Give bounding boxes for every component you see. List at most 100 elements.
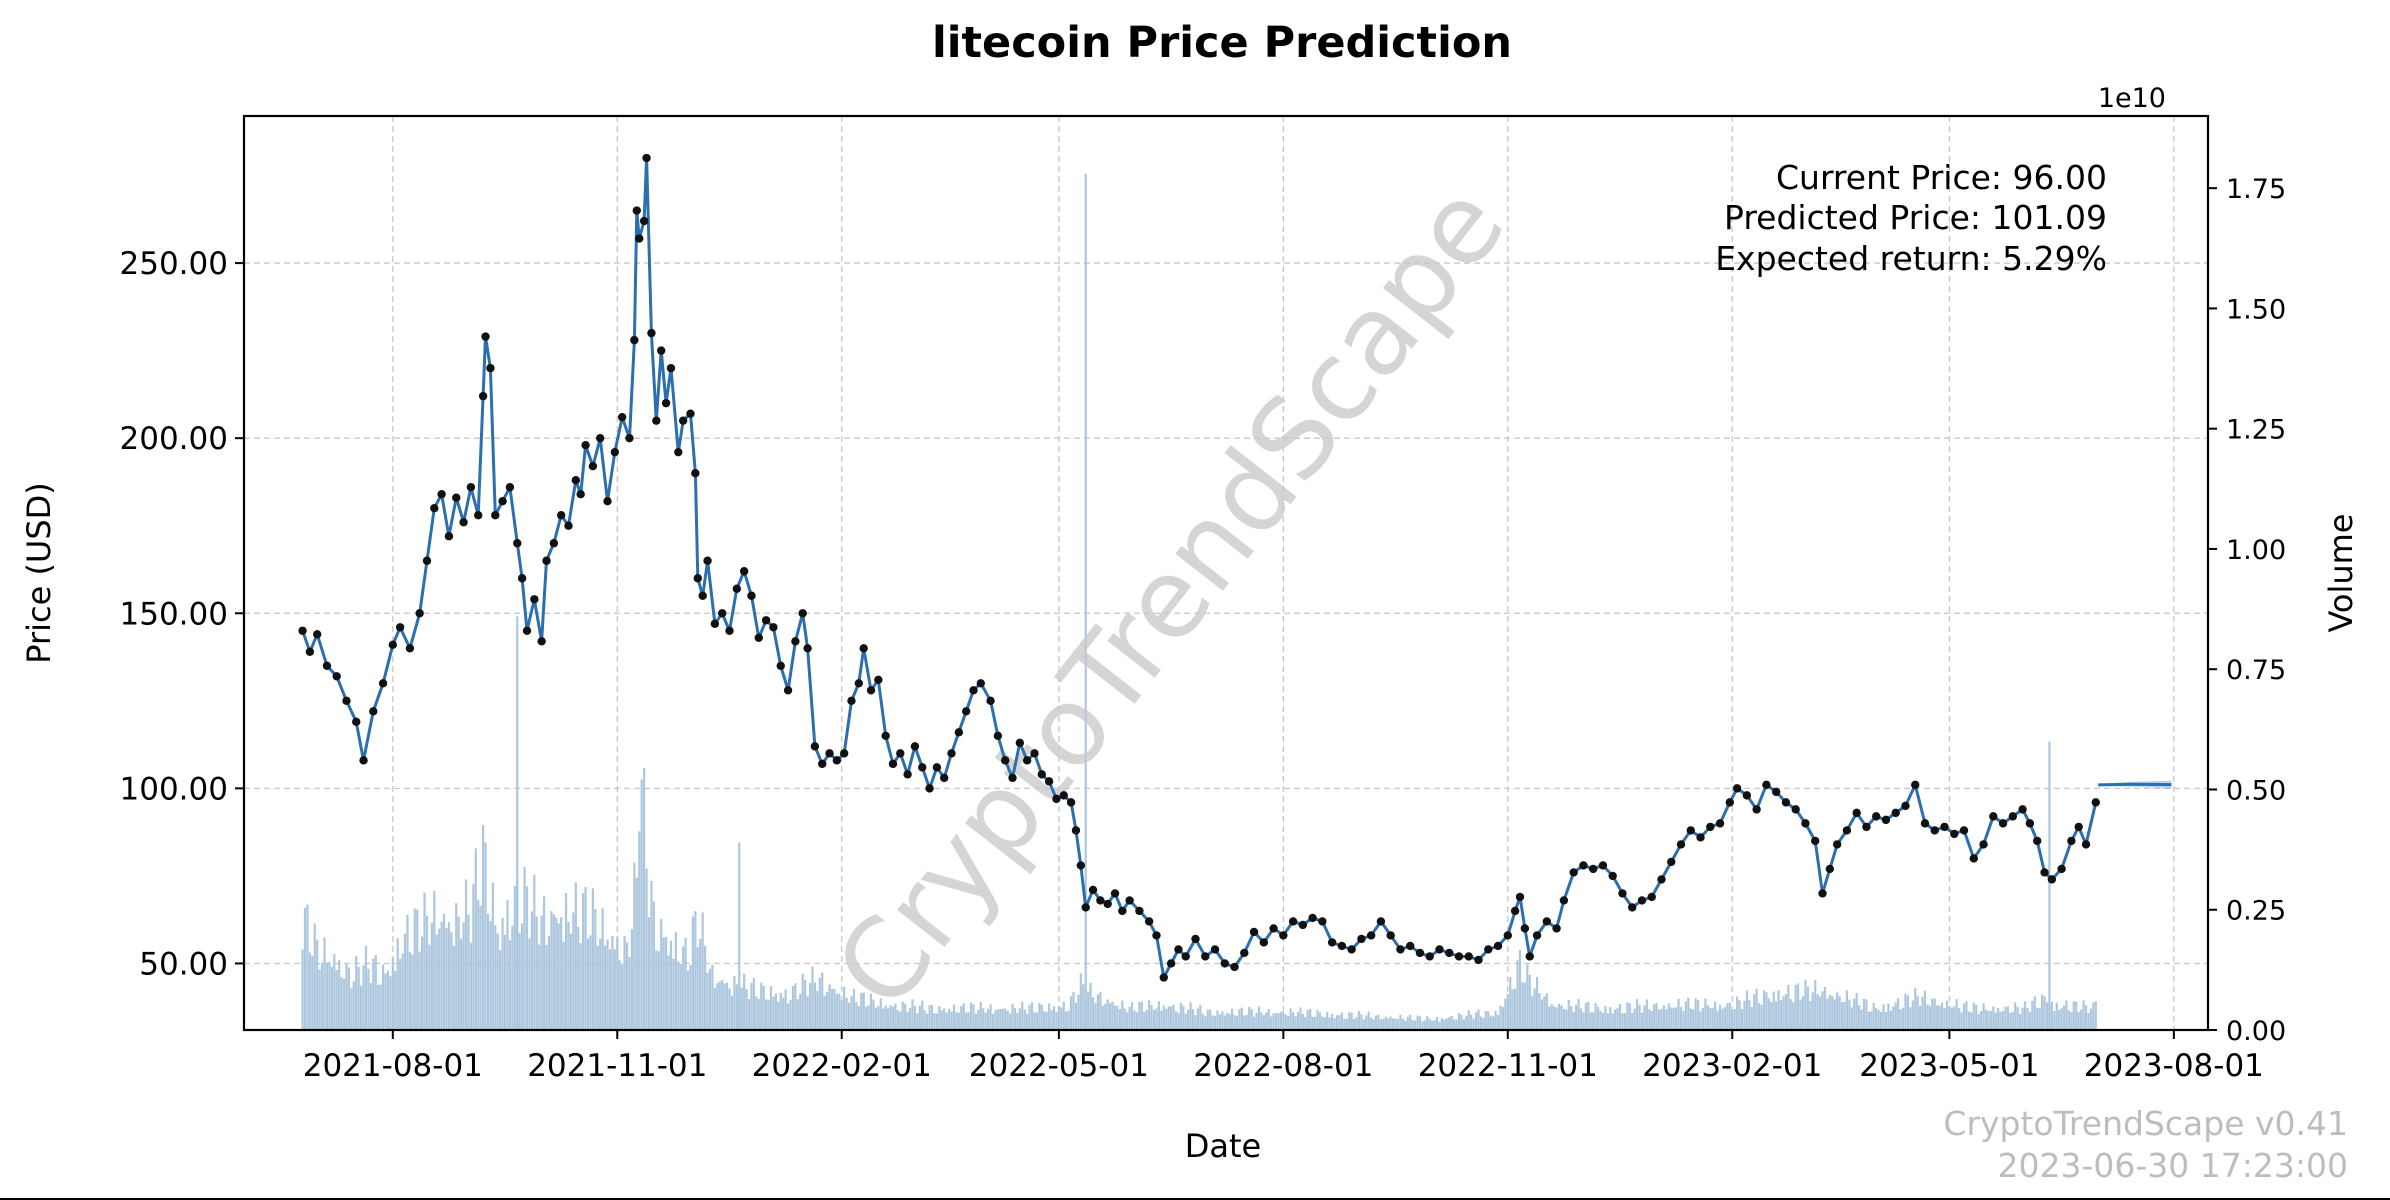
price-point [513, 539, 522, 548]
price-point [2057, 864, 2066, 874]
price-point [1376, 917, 1386, 926]
price-point [1618, 889, 1627, 898]
price-point [437, 490, 446, 499]
volume-bar [1318, 1012, 1322, 1030]
volume-bar [1379, 1019, 1383, 1030]
volume-bar [1797, 983, 1800, 1030]
volume-bar [1201, 1013, 1204, 1030]
volume-bar [552, 914, 555, 1030]
volume-bar [1923, 990, 1927, 1030]
volume-bar [747, 999, 751, 1030]
price-point [312, 630, 322, 639]
price-point [1791, 805, 1800, 814]
price-point [1037, 770, 1046, 779]
volume-bar [2019, 1013, 2022, 1030]
price-point [1532, 931, 1542, 940]
volume-bar [708, 968, 712, 1030]
x-tick-label: 2022-02-01 [752, 1048, 932, 1084]
volume-bar [1750, 1007, 1753, 1030]
volume-bar [1850, 1007, 1853, 1030]
expected-return-annotation: Expected return: 5.29% [1715, 239, 2107, 278]
volume-bar [728, 988, 731, 1030]
price-point [674, 447, 683, 457]
volume-bar [1062, 1001, 1065, 1030]
volume-bar [1528, 974, 1531, 1030]
volume-bar [1055, 1011, 1058, 1030]
price-point [1940, 822, 1949, 832]
volume-bar [1726, 1003, 1729, 1030]
price-point [430, 504, 439, 513]
price-point [1396, 945, 1405, 954]
volume-bar [1309, 1008, 1312, 1030]
volume-bar [2058, 1009, 2061, 1030]
volume-bar [342, 978, 346, 1030]
volume-bar [2062, 1005, 2066, 1030]
price-point [910, 742, 920, 751]
plot-frame [242, 114, 2210, 1032]
price-point [2018, 805, 2027, 814]
volume-bar [1350, 1012, 1353, 1030]
volume-bar [933, 1013, 936, 1030]
volume-bar [1757, 1003, 1761, 1030]
volume-bar [1489, 1015, 1492, 1030]
price-point [1950, 829, 1959, 839]
y2-tick-label: 0.00 [2226, 1016, 2286, 1047]
volume-bar [1418, 1016, 1422, 1030]
volume-bar [1087, 991, 1090, 1030]
volume-bar [996, 1009, 999, 1030]
volume-bar [1684, 1001, 1687, 1030]
volume-bar [1692, 1009, 1695, 1030]
price-point [1801, 819, 1810, 828]
volume-bar [1526, 964, 1529, 1030]
volume-bar [1575, 1004, 1578, 1030]
volume-bar [547, 935, 551, 1030]
y-tick-label: 150.00 [120, 596, 228, 632]
y2-tick-label: 0.25 [2226, 896, 2286, 927]
volume-bar [1226, 1012, 1229, 1030]
price-point [678, 416, 688, 425]
volume-bar [330, 966, 333, 1030]
volume-bar [306, 904, 309, 1030]
volume-bar [1235, 1015, 1239, 1030]
volume-bar [755, 996, 758, 1030]
volume-bar [652, 901, 655, 1030]
volume-bar [399, 958, 402, 1030]
volume-bar [303, 907, 307, 1030]
price-point [630, 335, 639, 345]
volume-bar [1936, 1005, 1939, 1030]
volume-bar [1355, 1016, 1358, 1030]
price-point [617, 412, 627, 422]
volume-bar [1060, 1007, 1063, 1030]
volume-bar [891, 1006, 895, 1030]
volume-bar [1870, 1011, 1873, 1030]
volume-bar [1423, 1020, 1426, 1030]
volume-bar [611, 935, 614, 1030]
price-point [1201, 952, 1210, 961]
price-point [725, 626, 734, 635]
volume-bar [1501, 1006, 1505, 1030]
volume-bar [816, 990, 819, 1030]
volume-bar [352, 981, 355, 1030]
volume-bar [1367, 1011, 1370, 1030]
volume-bar [879, 998, 882, 1030]
volume-bar [1531, 996, 1534, 1030]
volume-bar [1304, 1017, 1307, 1030]
volume-bar [882, 1008, 885, 1030]
volume-bar [1672, 1007, 1675, 1030]
volume-bar [1548, 1006, 1551, 1030]
volume-bar [1048, 1003, 1051, 1030]
volume-bar [1026, 1013, 1029, 1030]
volume-bar [1699, 1011, 1702, 1030]
volume-bar [1450, 1016, 1453, 1030]
volume-bar [1223, 1015, 1226, 1030]
volume-bar [1882, 1004, 1885, 1030]
price-point [925, 784, 934, 793]
x-tick-label: 2021-08-01 [303, 1048, 483, 1084]
volume-bar [345, 963, 348, 1030]
volume-bar [1316, 1010, 1319, 1030]
price-point [1059, 791, 1068, 800]
volume-bar [1733, 1009, 1736, 1030]
volume-bar [808, 983, 812, 1030]
volume-bar [1784, 994, 1788, 1030]
volume-bar [489, 920, 492, 1030]
